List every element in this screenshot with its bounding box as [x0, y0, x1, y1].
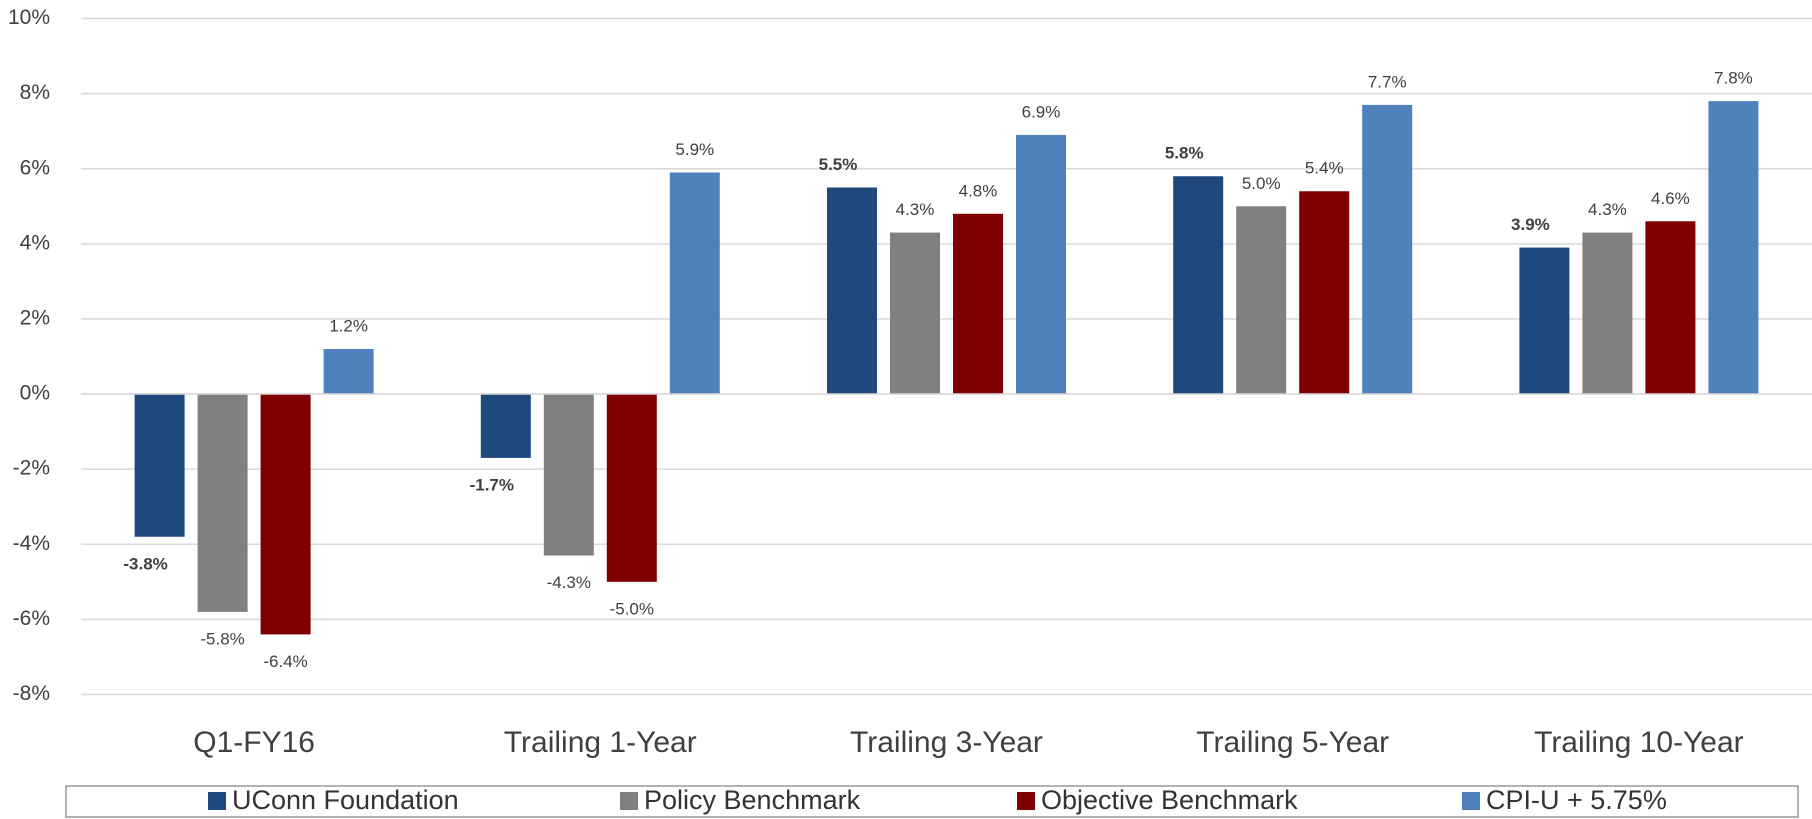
legend-swatch: [1462, 792, 1480, 810]
y-tick-label: 10%: [8, 6, 50, 29]
data-label: 3.9%: [1511, 215, 1550, 234]
legend-swatch: [1017, 792, 1035, 810]
bar: [1362, 104, 1413, 395]
data-label: 1.2%: [329, 316, 368, 335]
bar: [669, 172, 720, 395]
bar: [1708, 101, 1759, 395]
bar: [890, 232, 940, 395]
bar: [260, 394, 311, 635]
y-tick-label: -8%: [13, 682, 50, 705]
bar: [1016, 134, 1066, 395]
data-label: 4.8%: [959, 181, 998, 200]
data-label: 4.3%: [1588, 200, 1627, 219]
bar: [1173, 176, 1224, 395]
data-label: 5.9%: [675, 140, 714, 159]
legend-label: UConn Foundation: [232, 785, 459, 815]
y-tick-label: -4%: [13, 532, 50, 555]
x-tick-label: Q1-FY16: [193, 726, 315, 759]
bar: [197, 394, 248, 612]
data-label: 5.5%: [819, 155, 858, 174]
x-tick-label: Trailing 1-Year: [504, 726, 697, 759]
data-label: -5.0%: [610, 599, 654, 618]
data-label: -4.3%: [547, 573, 591, 592]
y-tick-label: 6%: [20, 156, 50, 179]
legend-box: [65, 785, 1799, 818]
y-tick-label: 2%: [20, 306, 50, 329]
bar: [953, 213, 1003, 395]
x-tick-label: Trailing 5-Year: [1196, 726, 1389, 759]
data-label: 4.6%: [1651, 189, 1690, 208]
bar: [827, 187, 877, 395]
data-label: -1.7%: [470, 475, 514, 494]
data-label: -3.8%: [123, 554, 167, 573]
bar: [543, 394, 594, 556]
legend-label: Policy Benchmark: [644, 785, 861, 815]
data-label: 6.9%: [1022, 102, 1061, 121]
legend-swatch: [208, 792, 226, 810]
legend-label: CPI-U + 5.75%: [1486, 785, 1667, 815]
bar: [1582, 232, 1633, 395]
bar: [323, 348, 374, 395]
legend-label: Objective Benchmark: [1041, 785, 1298, 815]
data-label: -6.4%: [263, 652, 307, 671]
data-label: -5.8%: [200, 629, 244, 648]
data-label: 5.0%: [1242, 174, 1281, 193]
data-label: 5.4%: [1305, 159, 1344, 178]
y-tick-label: 8%: [20, 81, 50, 104]
y-tick-label: -2%: [13, 457, 50, 480]
legend-swatch: [620, 792, 638, 810]
y-tick-label: 4%: [20, 231, 50, 254]
data-label: 7.7%: [1368, 72, 1407, 91]
bar: [1236, 206, 1287, 395]
bar: [1645, 221, 1696, 395]
y-tick-label: -6%: [13, 607, 50, 630]
bar: [134, 394, 185, 537]
x-tick-label: Trailing 10-Year: [1534, 726, 1744, 759]
data-label: 5.8%: [1165, 144, 1204, 163]
bar: [606, 394, 657, 582]
bar: [1519, 247, 1570, 395]
x-tick-label: Trailing 3-Year: [850, 726, 1043, 759]
data-label: 7.8%: [1714, 69, 1753, 88]
bar: [1299, 191, 1350, 395]
data-label: 4.3%: [896, 200, 935, 219]
y-tick-label: 0%: [20, 382, 50, 405]
bar: [480, 394, 531, 458]
